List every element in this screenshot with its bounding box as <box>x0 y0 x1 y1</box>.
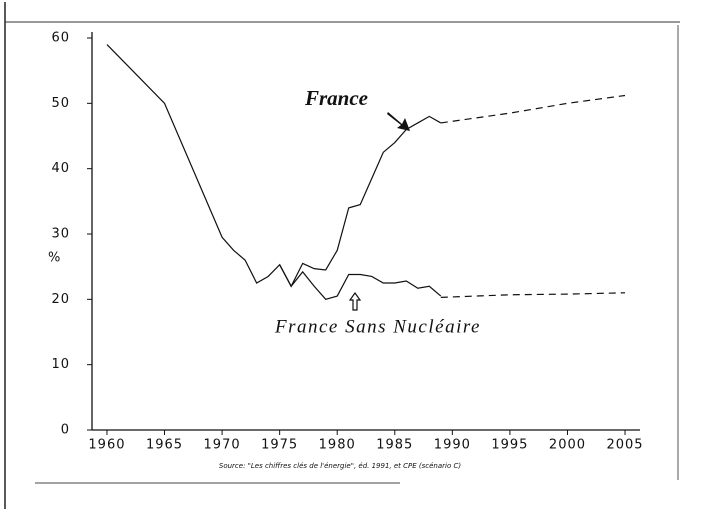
series-line <box>440 292 626 298</box>
series-line <box>106 44 442 288</box>
y-tick-label: 60 <box>51 31 70 46</box>
y-tick-label: 0 <box>61 423 70 438</box>
x-tick-label: 1985 <box>376 438 413 453</box>
x-tick-label: 2000 <box>549 438 586 453</box>
france-label: France <box>304 86 368 110</box>
x-tick-label: 1980 <box>319 438 356 453</box>
x-tick-label: 1965 <box>146 438 183 453</box>
x-tick-label: 2005 <box>606 438 643 453</box>
x-tick-label: 1960 <box>88 438 125 453</box>
x-tick-label: 1995 <box>491 438 528 453</box>
sans-arrow <box>348 291 362 311</box>
x-tick-label: 1970 <box>204 438 241 453</box>
series-line <box>279 264 442 301</box>
y-tick-label: 20 <box>51 292 70 307</box>
y-tick-label: 10 <box>51 357 70 372</box>
source-note: Source: "Les chiffres clés de l'énergie"… <box>219 462 462 470</box>
y-tick-label: 40 <box>51 161 70 176</box>
x-tick-label: 1990 <box>434 438 471 453</box>
y-tick-label: 50 <box>51 96 70 111</box>
y-axis-label: % <box>48 251 60 266</box>
sans-nucleaire-label: France Sans Nucléaire <box>274 316 481 337</box>
x-tick-label: 1975 <box>261 438 298 453</box>
series-line <box>440 94 626 124</box>
france-arrow <box>387 112 410 131</box>
y-tick-label: 30 <box>51 227 70 242</box>
